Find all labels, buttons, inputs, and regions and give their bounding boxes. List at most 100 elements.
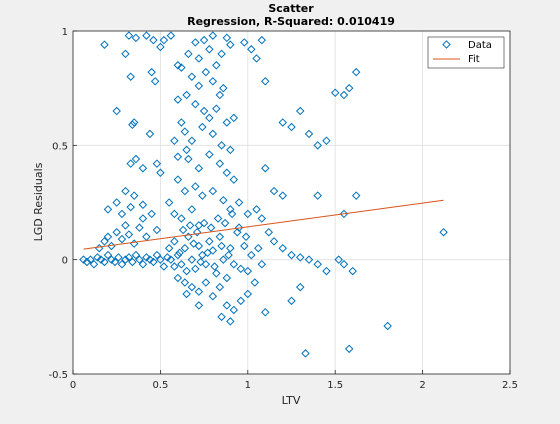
data-point [205, 150, 214, 159]
data-point [173, 95, 183, 104]
legend: Data Fit [427, 36, 505, 69]
data-point [269, 186, 279, 196]
data-point [166, 255, 176, 264]
data-point [96, 255, 106, 264]
data-point [93, 253, 102, 262]
data-point [194, 301, 204, 310]
data-point [222, 273, 232, 283]
data-point [152, 225, 162, 235]
data-point [152, 250, 162, 260]
data-point [322, 266, 331, 276]
data-point [257, 35, 267, 45]
data-point [86, 255, 95, 264]
data-point [287, 122, 296, 132]
data-point [254, 243, 263, 253]
data-point [226, 317, 235, 326]
data-point [107, 255, 116, 264]
data-point [131, 154, 141, 164]
data-point [229, 305, 239, 315]
x-tick-label: 1.5 [327, 380, 343, 391]
data-point [261, 77, 270, 86]
data-point [182, 145, 191, 155]
data-point [103, 232, 113, 242]
data-point [243, 266, 253, 276]
data-point [177, 214, 186, 223]
data-point [217, 141, 226, 150]
data-point [156, 42, 165, 52]
data-point [344, 83, 354, 93]
data-point [124, 31, 134, 40]
data-point [138, 259, 148, 269]
data-point [156, 255, 165, 264]
data-point [198, 191, 207, 200]
data-point [173, 61, 183, 70]
data-point [159, 35, 169, 45]
x-tick-label: 1 [245, 380, 251, 391]
data-point [224, 250, 233, 260]
data-point [278, 191, 288, 200]
data-point [163, 253, 172, 262]
data-point [233, 227, 242, 237]
data-point [147, 67, 156, 77]
data-point [191, 182, 200, 191]
y-tick-label: 0 [62, 256, 68, 267]
data-point [198, 122, 207, 132]
data-point [339, 90, 349, 100]
legend-box [427, 36, 505, 69]
data-point [261, 308, 270, 317]
data-point [222, 168, 232, 178]
data-point [210, 262, 219, 271]
data-point [189, 239, 198, 248]
data-point [180, 278, 190, 287]
data-point [383, 321, 392, 331]
data-point [236, 264, 246, 274]
data-point [208, 292, 218, 301]
data-point [180, 243, 190, 253]
data-point [339, 209, 349, 219]
data-point [184, 49, 193, 59]
data-point [142, 232, 151, 242]
data-point [205, 237, 214, 246]
x-axis-label: LTV [282, 394, 301, 407]
data-point [194, 163, 204, 173]
data-point [219, 195, 228, 205]
y-tick-label: -0.5 [48, 370, 68, 381]
data-point [226, 145, 235, 155]
data-point [301, 349, 310, 358]
data-point [187, 282, 197, 292]
data-point [351, 191, 361, 200]
x-tick-label: 2.5 [502, 380, 518, 391]
data-point [177, 118, 186, 127]
data-point [173, 175, 183, 184]
data-point [250, 278, 260, 287]
data-point [208, 31, 218, 40]
data-point [164, 243, 174, 253]
data-point [234, 198, 244, 207]
data-point [121, 49, 130, 59]
data-point [313, 141, 322, 150]
data-point [191, 264, 200, 274]
data-point [121, 221, 130, 230]
data-point [199, 35, 209, 45]
data-point [166, 31, 176, 40]
data-point [322, 136, 331, 146]
data-point [217, 312, 226, 322]
data-point [170, 262, 179, 271]
data-point [295, 282, 305, 292]
data-point [107, 241, 116, 251]
data-point [236, 296, 246, 306]
data-point [252, 54, 261, 63]
data-point [128, 120, 137, 129]
data-point [199, 106, 209, 116]
data-point [243, 289, 253, 299]
data-point [222, 301, 232, 310]
data-point [182, 289, 191, 299]
data-point [124, 230, 134, 239]
data-point [213, 214, 223, 223]
data-point [170, 209, 179, 219]
data-point [330, 88, 340, 97]
data-point [128, 257, 137, 267]
data-point [208, 186, 218, 196]
data-point [191, 38, 200, 47]
